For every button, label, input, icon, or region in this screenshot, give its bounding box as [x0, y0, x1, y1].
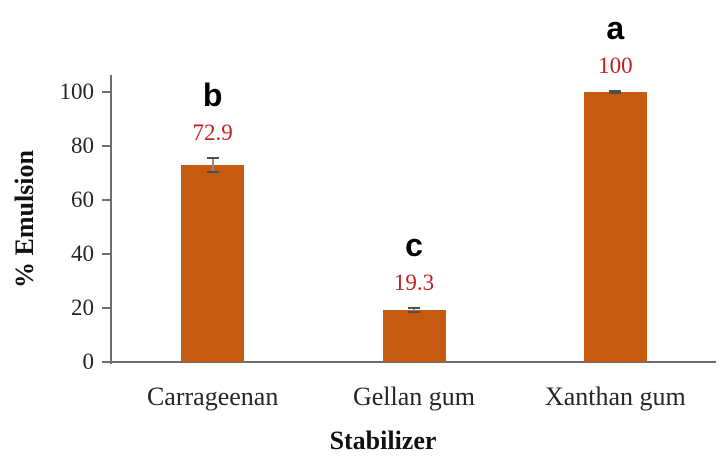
x-axis-title: Stabilizer — [329, 426, 437, 455]
significance-letter: a — [606, 9, 625, 46]
y-tick-mark — [102, 361, 110, 363]
y-tick-label: 40 — [71, 241, 94, 266]
y-tick-mark — [102, 253, 110, 255]
y-tick-label: 0 — [82, 349, 95, 374]
error-bar-cap-top — [609, 89, 622, 92]
bar-xanthan-gum — [583, 92, 647, 362]
error-bar-whisker — [614, 90, 617, 94]
bar-carrageenan — [181, 165, 245, 362]
error-bar-whisker — [211, 158, 214, 172]
value-label: 72.9 — [192, 120, 233, 146]
y-tick-mark — [102, 91, 110, 93]
error-bar-cap-bottom — [408, 310, 420, 313]
error-bar-cap-top — [408, 307, 420, 310]
y-tick-label: 80 — [71, 133, 94, 158]
y-tick-mark — [102, 307, 110, 309]
bar-gellan-gum — [382, 309, 446, 362]
significance-letter: c — [405, 227, 423, 264]
category-label-gellan-gum: Gellan gum — [352, 382, 476, 411]
y-tick-label: 20 — [71, 295, 94, 320]
value-label: 100 — [598, 52, 633, 78]
category-label-carrageenan: Carrageenan — [146, 382, 279, 411]
x-axis-line — [110, 361, 716, 363]
category-label-xanthan-gum: Xanthan gum — [544, 382, 686, 411]
value-label: 19.3 — [393, 270, 435, 296]
y-axis-line — [110, 75, 112, 364]
error-bar-cap-top — [206, 157, 219, 160]
significance-letter: b — [202, 77, 223, 114]
y-tick-label: 100 — [59, 79, 95, 104]
y-tick-label: 60 — [71, 187, 94, 212]
y-tick-mark — [102, 145, 110, 147]
error-bar-whisker — [413, 308, 415, 312]
y-tick-mark — [102, 199, 110, 201]
error-bar-cap-bottom — [609, 92, 622, 95]
error-bar-cap-bottom — [206, 170, 219, 173]
